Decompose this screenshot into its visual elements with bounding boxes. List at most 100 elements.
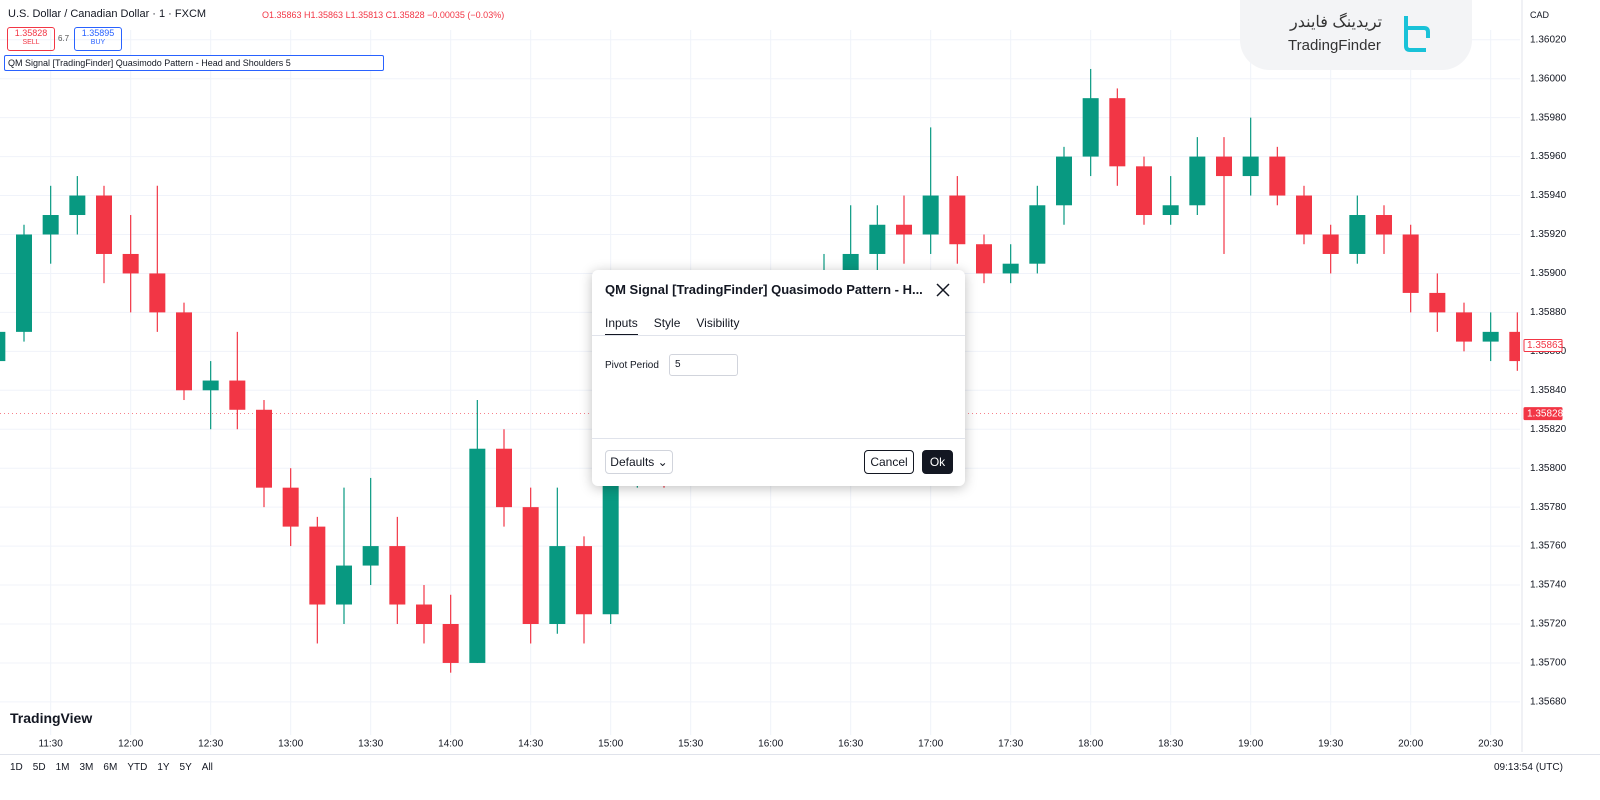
range-button[interactable]: 1D [10, 762, 23, 773]
y-tick-label: 1.35800 [1530, 463, 1567, 474]
footer-divider [592, 438, 965, 439]
range-button[interactable]: 1M [55, 762, 70, 773]
range-button[interactable]: 5Y [179, 762, 192, 773]
clock: 09:13:54 (UTC) [1494, 762, 1563, 773]
range-button[interactable]: 1Y [157, 762, 170, 773]
candle-body [522, 507, 539, 624]
range-button[interactable]: All [201, 762, 213, 773]
symbol-title[interactable]: U.S. Dollar / Canadian Dollar · 1 · FXCM [8, 8, 207, 20]
x-tick-label: 11:30 [39, 739, 64, 750]
x-tick-label: 16:30 [838, 739, 863, 750]
defaults-button[interactable]: Defaults ⌄ [605, 450, 673, 474]
indicator-label[interactable]: QM Signal [TradingFinder] Quasimodo Patt… [4, 55, 384, 71]
range-button[interactable]: 3M [79, 762, 94, 773]
candle-body [1349, 215, 1366, 254]
finder-logo: تریدینگ فایندر TradingFinder [1240, 0, 1472, 70]
x-tick-label: 17:00 [918, 739, 943, 750]
buy-button[interactable]: 1.35895 BUY [74, 27, 122, 51]
candle-body [122, 253, 139, 274]
candle-body [576, 546, 592, 615]
x-tick-label: 15:30 [678, 739, 703, 750]
y-tick-label: 1.35820 [1530, 424, 1567, 435]
tabs: Inputs Style Visibility [605, 316, 740, 336]
price-tag-label: 1.35828 [1527, 408, 1564, 419]
candle-body [1082, 98, 1099, 157]
y-tick-label: 1.35920 [1530, 229, 1567, 240]
candle-body [1269, 156, 1286, 196]
footer-divider [0, 754, 1600, 755]
tab[interactable]: Visibility [696, 316, 740, 330]
settings-dialog: QM Signal [TradingFinder] Quasimodo Patt… [592, 270, 965, 486]
range-button[interactable]: YTD [127, 762, 148, 773]
y-tick-label: 1.35740 [1530, 580, 1567, 591]
range-button[interactable]: 5D [32, 762, 46, 773]
x-tick-label: 14:00 [438, 739, 463, 750]
candle-body [362, 546, 379, 566]
y-tick-label: 1.35960 [1530, 151, 1567, 162]
y-tick-label: 1.36020 [1530, 34, 1567, 45]
candle-body [976, 244, 992, 274]
candle-body [442, 623, 459, 663]
candle-body [16, 234, 32, 332]
candle-body [1429, 292, 1446, 313]
candle-body [336, 565, 352, 605]
candle-body [1002, 263, 1019, 274]
candle-body [1109, 98, 1126, 167]
ohlc: O1.35863 H1.35863 L1.35813 C1.35828 −0.0… [262, 10, 505, 20]
y-tick-label: 1.36000 [1530, 73, 1567, 84]
price-tag-label: 1.35863 [1527, 340, 1564, 351]
tab[interactable]: Inputs [605, 316, 638, 336]
candle-body [202, 380, 219, 391]
candle-body [1482, 331, 1499, 342]
field-label: Pivot Period [605, 360, 659, 371]
buy-price: 1.35895 [81, 28, 115, 38]
field-input[interactable]: 5 [669, 354, 738, 376]
finder-en: TradingFinder [1288, 37, 1381, 54]
tradingview-logo: TradingView [10, 710, 93, 726]
x-tick-label: 12:30 [198, 739, 223, 750]
defaults-text: Defaults [610, 455, 655, 469]
x-tick-label: 13:00 [278, 739, 303, 750]
candle-body [256, 409, 272, 488]
sell-price: 1.35828 [14, 28, 48, 38]
y-tick-label: 1.35720 [1530, 619, 1567, 630]
candle-body [1189, 156, 1206, 206]
candle-body [416, 604, 432, 624]
close-button[interactable] [936, 283, 950, 297]
y-tick-label: 1.35680 [1530, 697, 1567, 708]
dialog-title: QM Signal [TradingFinder] Quasimodo Patt… [605, 282, 923, 297]
icon-path [1404, 16, 1430, 52]
currency[interactable]: CAD [1530, 10, 1550, 20]
candle-body [229, 380, 246, 410]
candle-body [496, 448, 512, 508]
ok-button[interactable]: Ok [922, 450, 953, 474]
x-tick-label: 16:00 [758, 739, 783, 750]
cancel-button[interactable]: Cancel [864, 450, 914, 474]
y-tick-label: 1.35840 [1530, 385, 1567, 396]
range-button[interactable]: 6M [103, 762, 118, 773]
sell-button[interactable]: 1.35828 SELL [7, 27, 55, 51]
y-tick-label: 1.35940 [1530, 190, 1567, 201]
candle-body [282, 487, 299, 527]
candle-body [896, 224, 912, 235]
candle-body [949, 195, 966, 245]
candle-body [1029, 205, 1046, 264]
x-tick-label: 20:30 [1478, 739, 1503, 750]
buy-label: BUY [90, 39, 106, 46]
finder-fa: تریدینگ فایندر [1290, 14, 1383, 31]
y-tick-label: 1.35760 [1530, 541, 1567, 552]
candle-body [1136, 166, 1152, 216]
range-bar: 1D 5D 1M 3M 6M YTD 1Y 5Y All [6, 760, 217, 775]
candle-body [176, 312, 192, 391]
x-tick-label: 19:00 [1238, 739, 1263, 750]
candle-body [1456, 312, 1472, 342]
sell-label: SELL [22, 39, 40, 46]
candle-body [469, 448, 486, 663]
x-tick-label: 19:30 [1318, 739, 1343, 750]
tab[interactable]: Style [653, 316, 681, 330]
x-tick-label: 13:30 [358, 739, 383, 750]
candle-body [1056, 156, 1072, 206]
y-tick-label: 1.35980 [1530, 112, 1567, 123]
candle-body [1216, 156, 1232, 177]
candle-body [1322, 234, 1339, 254]
